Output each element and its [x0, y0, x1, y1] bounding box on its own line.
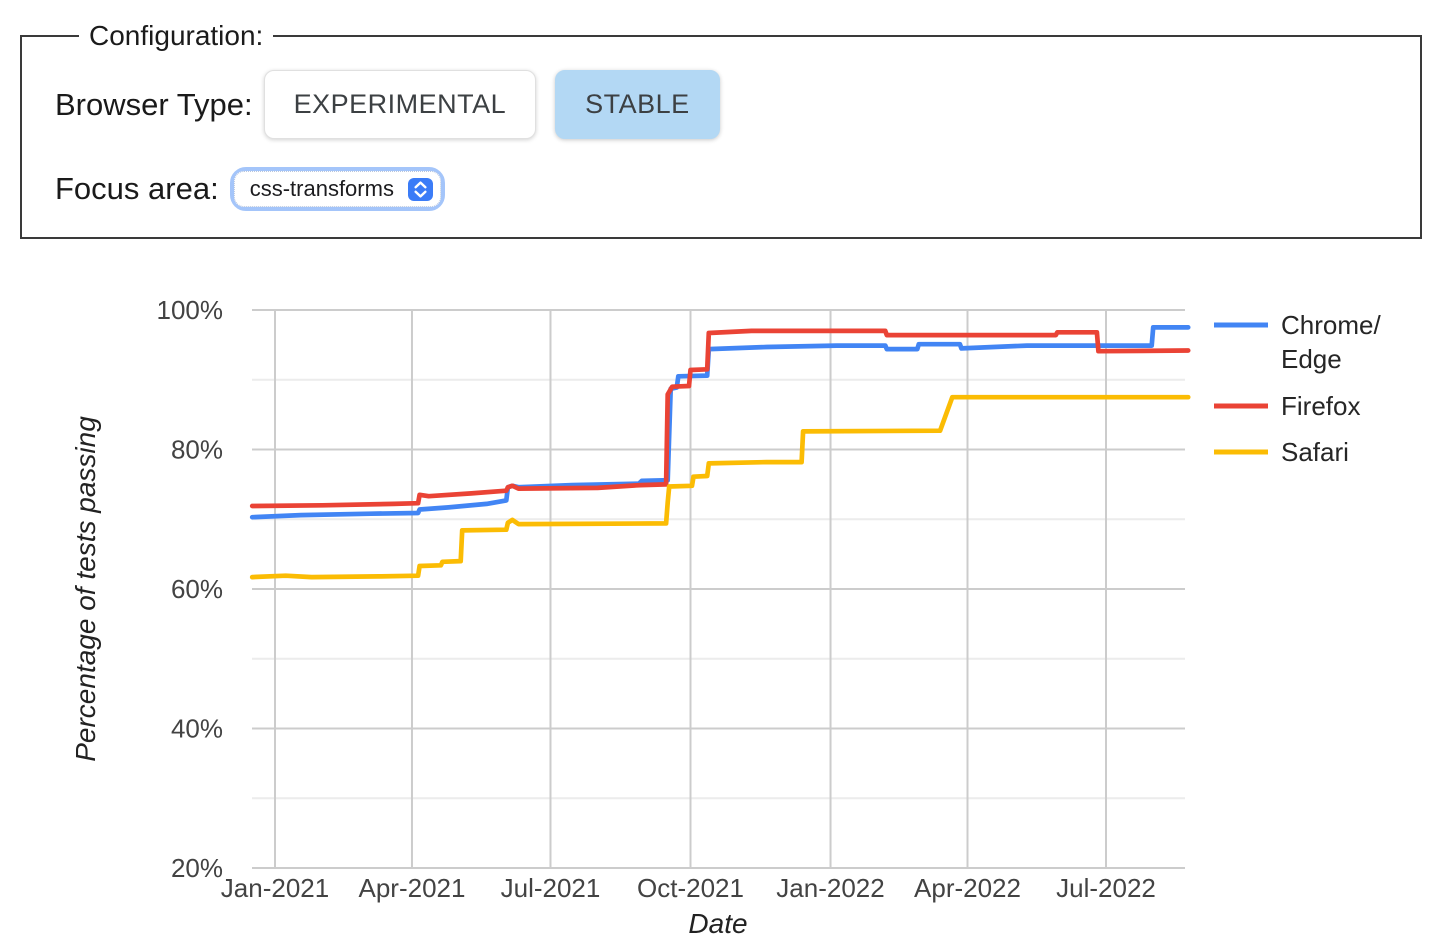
x-tick-label: Jul-2021	[501, 873, 601, 903]
x-tick-label: Apr-2022	[914, 873, 1021, 903]
focus-area-select[interactable]: css-transforms	[229, 167, 445, 211]
focus-area-row: Focus area: css-transforms	[55, 167, 1392, 211]
x-tick-label: Oct-2021	[637, 873, 744, 903]
compat-timeline-chart: 100% 80% 60% 40% 20%Jan-2021 Apr-2021 Jul-2021…	[70, 295, 1381, 939]
experimental-button[interactable]: EXPERIMENTAL	[263, 70, 537, 139]
x-tick-label: Jan-2021	[221, 873, 329, 903]
legend-label: Safari	[1281, 437, 1349, 467]
configuration-panel: Configuration: Browser Type: EXPERIMENTA…	[20, 20, 1422, 239]
x-tick-label: Jan-2022	[776, 873, 884, 903]
chevron-down-icon	[414, 190, 427, 198]
stable-button[interactable]: STABLE	[555, 70, 720, 139]
browser-type-row: Browser Type: EXPERIMENTAL STABLE	[55, 70, 1392, 139]
series-line-safari	[249, 394, 1191, 580]
series-line-firefox	[249, 328, 1191, 509]
select-stepper-icon	[407, 177, 433, 201]
stepper-background	[407, 177, 433, 201]
y-tick-label: 40%	[171, 714, 223, 744]
legend-label: Chrome/	[1281, 310, 1381, 340]
y-tick-label: 100%	[157, 295, 224, 325]
configuration-legend: Configuration:	[89, 20, 264, 51]
chevron-up-icon	[414, 180, 427, 188]
x-tick-label: Jul-2022	[1056, 873, 1156, 903]
legend-label: Edge	[1281, 344, 1342, 374]
browser-type-label: Browser Type:	[55, 86, 253, 122]
x-tick-label: Apr-2021	[358, 873, 465, 903]
y-tick-label: 60%	[171, 574, 223, 604]
y-tick-label: 80%	[171, 435, 223, 465]
x-axis-title: Date	[688, 908, 747, 939]
legend-label: Firefox	[1281, 391, 1360, 421]
focus-area-selected-value: css-transforms	[249, 176, 394, 201]
focus-area-select-inner: css-transforms	[233, 171, 441, 207]
focus-area-label: Focus area:	[55, 171, 219, 206]
y-tick-label: 20%	[171, 853, 223, 883]
y-axis-title: Percentage of tests passing	[70, 416, 101, 762]
chart-plot-area[interactable]	[252, 310, 1185, 868]
